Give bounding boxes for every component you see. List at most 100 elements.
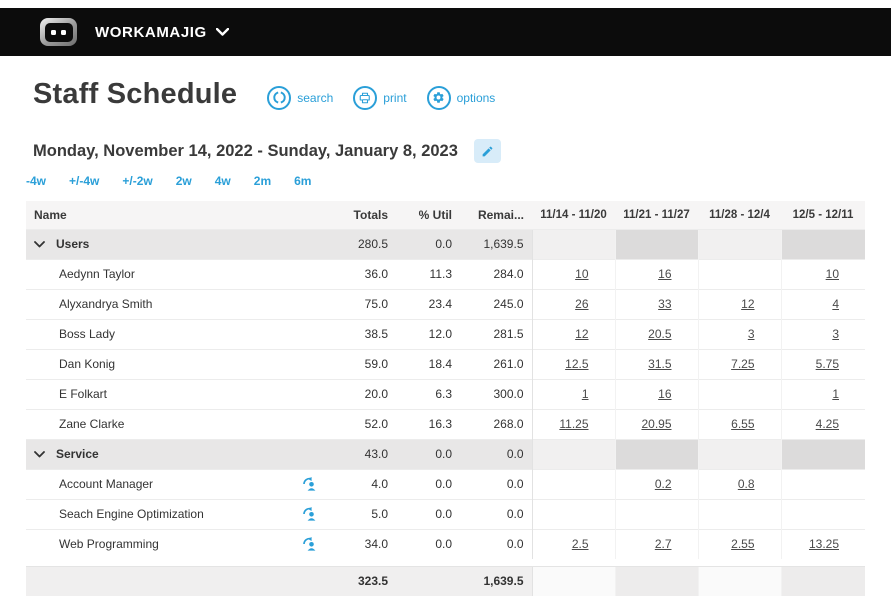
week-cell	[614, 565, 698, 596]
week-hours-link[interactable]: 1	[581, 387, 589, 401]
range-link[interactable]: 6m	[294, 174, 312, 188]
range-link[interactable]: 4w	[214, 174, 231, 188]
week-hours-link[interactable]: 16	[658, 267, 672, 281]
edit-date-range-button[interactable]	[473, 139, 501, 163]
week-hours-link[interactable]: 20.5	[648, 327, 672, 341]
service-name: Web Programming	[59, 537, 159, 552]
remaining-value: 1,639.5	[460, 228, 532, 259]
week-hours-link[interactable]: 2.55	[731, 537, 755, 552]
util-value: 0.0	[396, 528, 460, 559]
logo-eye	[61, 29, 66, 35]
print-label: print	[383, 90, 407, 105]
week-cell	[780, 438, 865, 469]
week-hours-link[interactable]: 2.7	[654, 537, 672, 552]
week-hours-link[interactable]: 0.2	[654, 477, 672, 491]
week-hours-link[interactable]: 11.25	[559, 417, 589, 431]
print-button[interactable]: print	[353, 85, 407, 110]
group-row-users: Users 280.5 0.0 1,639.5	[26, 228, 865, 259]
week-hours-link[interactable]: 10	[575, 267, 589, 281]
chevron-down-icon[interactable]	[34, 450, 45, 458]
totals-value: 280.5	[331, 228, 396, 259]
week-cell	[780, 565, 865, 596]
totals-value: 4.0	[331, 468, 396, 499]
week-cell	[697, 565, 781, 596]
search-button[interactable]: search	[267, 85, 334, 110]
column-header-week: 11/14 - 11/20	[532, 201, 615, 229]
week-hours-link[interactable]: 12	[575, 327, 589, 341]
staff-row: Boss Lady 38.5 12.0 281.5 12 20.5 3 3	[26, 318, 865, 349]
week-hours-link[interactable]: 5.75	[815, 357, 839, 371]
service-name: Account Manager	[59, 477, 154, 491]
week-cell	[531, 438, 615, 469]
group-name: Service	[56, 447, 99, 461]
footer-util-cell	[396, 565, 460, 596]
column-header-name: Name	[26, 201, 331, 229]
range-quick-links: -4w +/-4w +/-2w 2w 4w 2m 6m	[26, 174, 865, 188]
week-cell	[780, 468, 865, 499]
util-value: 0.0	[396, 438, 460, 469]
week-hours-link[interactable]: 0.8	[737, 477, 755, 491]
staff-name: Alyxandrya Smith	[59, 297, 153, 311]
week-cell	[531, 228, 615, 259]
totals-value: 34.0	[331, 528, 396, 559]
totals-value: 5.0	[331, 498, 396, 529]
week-hours-link[interactable]: 2.5	[571, 537, 589, 552]
week-hours-link[interactable]: 16	[658, 387, 672, 401]
week-hours-link[interactable]: 12.5	[565, 357, 589, 371]
util-value: 23.4	[396, 288, 460, 319]
week-hours-link[interactable]: 4	[832, 297, 839, 311]
range-link[interactable]: +/-2w	[122, 174, 153, 188]
week-hours-link[interactable]: 6.55	[731, 417, 755, 431]
page-title: Staff Schedule	[33, 78, 238, 110]
assign-people-icon[interactable]	[302, 477, 317, 491]
week-cell	[697, 438, 781, 469]
util-value: 12.0	[396, 318, 460, 349]
service-row: Account Manager 4.0 0.0 0.0 0.2 0.8	[26, 468, 865, 499]
week-hours-link[interactable]: 12	[741, 297, 755, 311]
util-value: 18.4	[396, 348, 460, 379]
week-hours-link[interactable]: 31.5	[648, 357, 672, 371]
week-cell	[531, 468, 615, 499]
remaining-value: 261.0	[460, 348, 532, 379]
totals-value: 20.0	[331, 378, 396, 409]
week-hours-link[interactable]: 7.25	[731, 357, 755, 371]
remaining-value: 268.0	[460, 408, 532, 439]
week-hours-link[interactable]: 33	[658, 297, 672, 311]
assign-people-icon[interactable]	[302, 507, 317, 521]
week-hours-link[interactable]: 3	[747, 327, 755, 341]
brand-menu[interactable]: WORKAMAJIG	[95, 24, 229, 41]
toolbar: search print options	[267, 85, 495, 110]
staff-name: Dan Konig	[59, 357, 116, 371]
range-link[interactable]: 2m	[253, 174, 272, 188]
week-hours-link[interactable]: 1	[832, 387, 839, 401]
staff-name: E Folkart	[59, 387, 108, 401]
week-hours-link[interactable]: 26	[575, 297, 589, 311]
range-link[interactable]: 2w	[175, 174, 192, 188]
group-name: Users	[56, 237, 90, 251]
assign-people-icon[interactable]	[302, 537, 317, 551]
staff-name: Boss Lady	[59, 327, 116, 341]
week-hours-link[interactable]: 4.25	[815, 417, 839, 431]
service-row: Seach Engine Optimization 5.0 0.0 0.0	[26, 498, 865, 529]
range-link[interactable]: -4w	[26, 174, 47, 188]
chevron-down-icon[interactable]	[34, 240, 45, 248]
week-hours-link[interactable]: 10	[825, 267, 839, 281]
week-hours-link[interactable]: 3	[832, 327, 839, 341]
week-cell	[614, 498, 698, 529]
week-hours-link[interactable]: 20.95	[641, 417, 672, 431]
week-cell	[531, 498, 615, 529]
options-button[interactable]: options	[426, 85, 495, 110]
search-label: search	[297, 90, 334, 105]
remaining-value: 284.0	[460, 258, 532, 289]
column-header-week: 11/28 - 12/4	[698, 201, 781, 229]
week-hours-link[interactable]: 13.25	[808, 537, 839, 552]
week-cell	[697, 228, 781, 259]
group-row-service: Service 43.0 0.0 0.0	[26, 438, 865, 469]
remaining-value: 0.0	[460, 528, 532, 559]
totals-value: 43.0	[331, 438, 396, 469]
table-spacer	[26, 559, 865, 566]
util-value: 16.3	[396, 408, 460, 439]
util-value: 6.3	[396, 378, 460, 409]
week-cell	[531, 565, 615, 596]
range-link[interactable]: +/-4w	[69, 174, 100, 188]
